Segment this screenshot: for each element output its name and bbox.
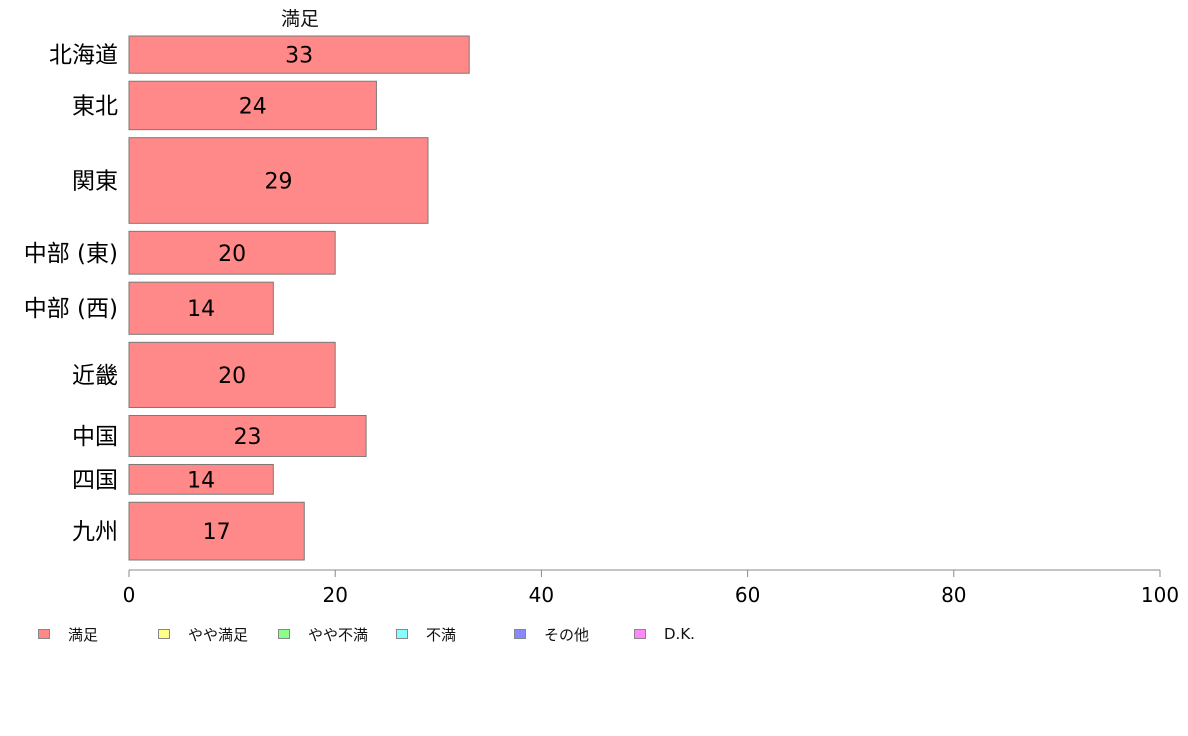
- legend-swatch: [38, 629, 50, 639]
- category-label: 関東: [72, 169, 118, 195]
- data-label: 14: [187, 468, 215, 493]
- category-label: 近畿: [72, 363, 118, 389]
- legend-swatch: [396, 629, 408, 639]
- legend-item: D.K.: [634, 624, 695, 644]
- category-label: 東北: [72, 93, 118, 119]
- bar: [128, 463, 274, 495]
- x-tick-label: 0: [123, 583, 136, 607]
- x-tick-label: 20: [322, 583, 347, 607]
- data-label: 23: [234, 425, 262, 450]
- legend-label: やや不満: [308, 625, 369, 644]
- data-label: 17: [203, 520, 231, 545]
- x-tick-label: 80: [941, 583, 966, 607]
- category-label: 中部 (西): [24, 296, 118, 322]
- x-tick-label: 100: [1141, 583, 1179, 607]
- bar-chart: 満足 33 北海道 24 東北 29 関東 20 中部 (東) 14 中部 (西) 20 近畿 23 中国 1…: [24, 8, 1179, 607]
- bar: [128, 281, 274, 335]
- data-label: 20: [218, 242, 246, 267]
- bar: [128, 414, 367, 457]
- legend: 満足 やや満足 やや不満 不満 その他 D.K.: [38, 624, 738, 646]
- bar: [128, 137, 429, 224]
- x-tick-label: 60: [735, 583, 760, 607]
- legend-swatch: [278, 629, 290, 639]
- category-label: 四国: [72, 467, 118, 493]
- legend-swatch: [158, 629, 170, 639]
- data-label: 29: [264, 170, 292, 195]
- x-tick-label: 40: [529, 583, 554, 607]
- chart-title: 満足: [281, 8, 319, 30]
- bar: [128, 501, 305, 561]
- legend-label: 不満: [426, 625, 457, 644]
- legend-item: やや満足: [158, 624, 248, 644]
- legend-swatch: [634, 629, 646, 639]
- category-label: 九州: [72, 519, 118, 545]
- legend-swatch: [514, 629, 526, 639]
- legend-item: やや不満: [278, 624, 368, 644]
- legend-label: D.K.: [664, 625, 695, 643]
- category-label: 中国: [72, 424, 118, 450]
- legend-item: 不満: [396, 624, 456, 644]
- data-label: 33: [285, 44, 313, 69]
- data-label: 14: [187, 297, 215, 322]
- data-label: 24: [239, 94, 267, 119]
- bar: [128, 80, 377, 131]
- legend-label: やや満足: [188, 625, 249, 644]
- bar: [128, 230, 336, 275]
- legend-item: 満足: [38, 624, 98, 644]
- legend-item: その他: [514, 624, 589, 644]
- legend-label: 満足: [68, 625, 99, 644]
- category-label: 中部 (東): [24, 241, 118, 267]
- data-label: 20: [218, 364, 246, 389]
- category-label: 北海道: [49, 43, 118, 69]
- legend-label: その他: [544, 625, 590, 644]
- bar: [128, 35, 470, 74]
- bar: [128, 341, 336, 408]
